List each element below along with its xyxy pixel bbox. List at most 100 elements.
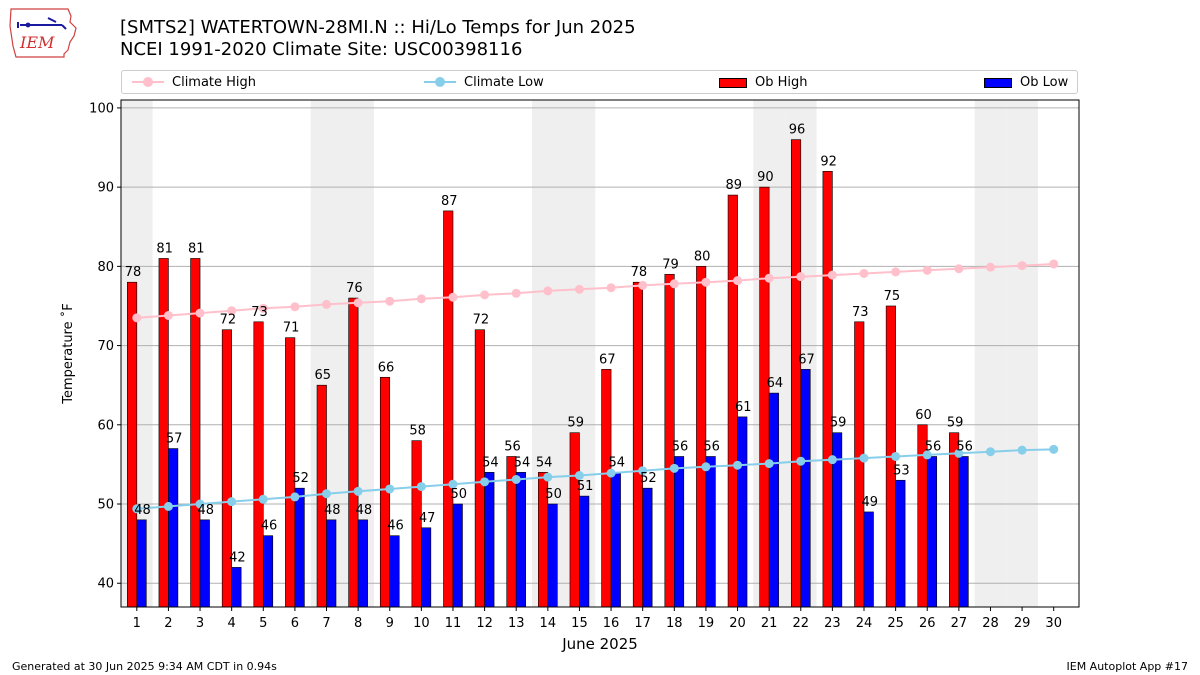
ob-low-value-label: 49 bbox=[861, 495, 878, 510]
ob-high-bar bbox=[127, 281, 138, 608]
ob-high-value-label: 66 bbox=[378, 360, 395, 375]
ob-low-value-label: 51 bbox=[577, 479, 594, 494]
ob-low-value-label: 54 bbox=[482, 455, 499, 470]
ob-low-bar bbox=[421, 527, 432, 608]
climate-low-point bbox=[132, 504, 142, 514]
ob-high-value-label: 73 bbox=[251, 305, 268, 320]
x-tick-label: 17 bbox=[634, 616, 651, 631]
climate-high-swatch-icon bbox=[132, 76, 164, 88]
ob-low-bar bbox=[768, 392, 779, 608]
y-axis-label: Temperature ˚F bbox=[60, 303, 76, 404]
ob-low-value-label: 42 bbox=[229, 550, 246, 565]
ob-high-bar bbox=[759, 186, 770, 608]
x-tick-label: 6 bbox=[291, 616, 299, 631]
x-tick-label: 18 bbox=[666, 616, 683, 631]
climate-low-point bbox=[764, 459, 774, 469]
climate-low-point bbox=[891, 451, 901, 461]
ob-high-bar bbox=[253, 321, 264, 608]
x-tick-label: 30 bbox=[1045, 616, 1062, 631]
climate-high-point bbox=[290, 302, 300, 312]
ob-high-value-label: 59 bbox=[567, 416, 584, 431]
y-tick-label: 60 bbox=[97, 418, 114, 433]
climate-high-point bbox=[985, 262, 995, 272]
ob-low-value-label: 48 bbox=[134, 503, 151, 518]
x-tick-label: 15 bbox=[571, 616, 588, 631]
climate-high-point bbox=[448, 292, 458, 302]
ob-low-bar bbox=[262, 535, 274, 608]
ob-high-value-label: 75 bbox=[884, 289, 901, 304]
x-tick-label: 4 bbox=[228, 616, 236, 631]
climate-high-point bbox=[859, 268, 869, 278]
ob-high-bar bbox=[632, 281, 643, 608]
climate-low-point bbox=[195, 499, 205, 509]
climate-low-point bbox=[606, 468, 616, 478]
climate-high-point bbox=[638, 280, 648, 290]
ob-low-bar bbox=[674, 456, 685, 608]
climate-high-point bbox=[322, 299, 332, 309]
ob-high-value-label: 60 bbox=[915, 408, 932, 423]
climate-low-swatch-icon bbox=[424, 76, 456, 88]
ob-high-value-label: 72 bbox=[220, 313, 237, 328]
ob-low-value-label: 57 bbox=[166, 432, 183, 447]
climate-high-line bbox=[136, 263, 1054, 319]
climate-low-point bbox=[985, 447, 995, 457]
station-dot-icon bbox=[25, 22, 31, 28]
climate-low-point bbox=[543, 472, 553, 482]
climate-low-point bbox=[574, 470, 584, 480]
ob-high-value-label: 90 bbox=[757, 170, 774, 185]
ob-low-bar bbox=[895, 479, 906, 608]
ob-high-bar bbox=[443, 210, 454, 608]
climate-high-point bbox=[258, 303, 268, 313]
weekend-band bbox=[1006, 100, 1038, 607]
footer-app: IEM Autoplot App #17 bbox=[1066, 660, 1189, 673]
ob-high-value-label: 73 bbox=[852, 305, 869, 320]
ob-low-value-label: 67 bbox=[798, 352, 815, 367]
ob-low-value-label: 52 bbox=[640, 471, 657, 486]
climate-high-point bbox=[416, 294, 426, 304]
ob-low-value-label: 56 bbox=[925, 439, 942, 454]
ob-low-bar bbox=[136, 519, 147, 608]
climate-low-point bbox=[227, 497, 237, 507]
ob-high-value-label: 78 bbox=[631, 265, 648, 280]
x-tick-label: 5 bbox=[259, 616, 267, 631]
ob-low-bar bbox=[199, 519, 210, 608]
climate-low-point bbox=[448, 479, 458, 489]
ob-high-value-label: 81 bbox=[156, 241, 173, 256]
ob-low-bar bbox=[294, 487, 305, 608]
ob-low-bar bbox=[610, 472, 621, 608]
climate-low-point bbox=[827, 455, 837, 465]
ob-high-bar bbox=[601, 369, 612, 608]
y-tick-label: 100 bbox=[89, 101, 114, 116]
x-axis-label: June 2025 bbox=[561, 635, 638, 653]
climate-low-point bbox=[480, 477, 490, 487]
y-tick-label: 40 bbox=[97, 577, 114, 592]
legend-label-climate-high: Climate High bbox=[172, 74, 257, 90]
ob-high-value-label: 58 bbox=[409, 424, 426, 439]
ob-high-value-label: 89 bbox=[726, 178, 743, 193]
climate-high-point bbox=[954, 264, 964, 274]
ob-low-swatch-icon bbox=[984, 77, 1012, 88]
ob-low-value-label: 56 bbox=[703, 439, 720, 454]
ob-low-value-label: 50 bbox=[545, 487, 562, 502]
footer-generated: Generated at 30 Jun 2025 9:34 AM CDT in … bbox=[12, 660, 277, 673]
climate-high-point bbox=[227, 306, 237, 316]
climate-low-point bbox=[859, 453, 869, 463]
climate-low-point bbox=[511, 474, 521, 484]
ob-low-bar bbox=[863, 511, 874, 608]
climate-high-point bbox=[385, 296, 395, 306]
x-tick-label: 10 bbox=[413, 616, 430, 631]
x-tick-label: 3 bbox=[196, 616, 204, 631]
climate-high-point bbox=[353, 298, 363, 308]
weekend-band bbox=[974, 100, 1007, 607]
ob-high-value-label: 59 bbox=[947, 416, 964, 431]
climate-high-point bbox=[543, 286, 553, 296]
x-tick-label: 21 bbox=[761, 616, 778, 631]
x-tick-label: 24 bbox=[856, 616, 873, 631]
climate-low-point bbox=[1017, 445, 1027, 455]
x-tick-label: 8 bbox=[354, 616, 362, 631]
ob-low-bar bbox=[642, 487, 653, 608]
ob-low-value-label: 48 bbox=[356, 503, 373, 518]
climate-low-point bbox=[954, 448, 964, 458]
ob-low-bar bbox=[452, 503, 463, 608]
